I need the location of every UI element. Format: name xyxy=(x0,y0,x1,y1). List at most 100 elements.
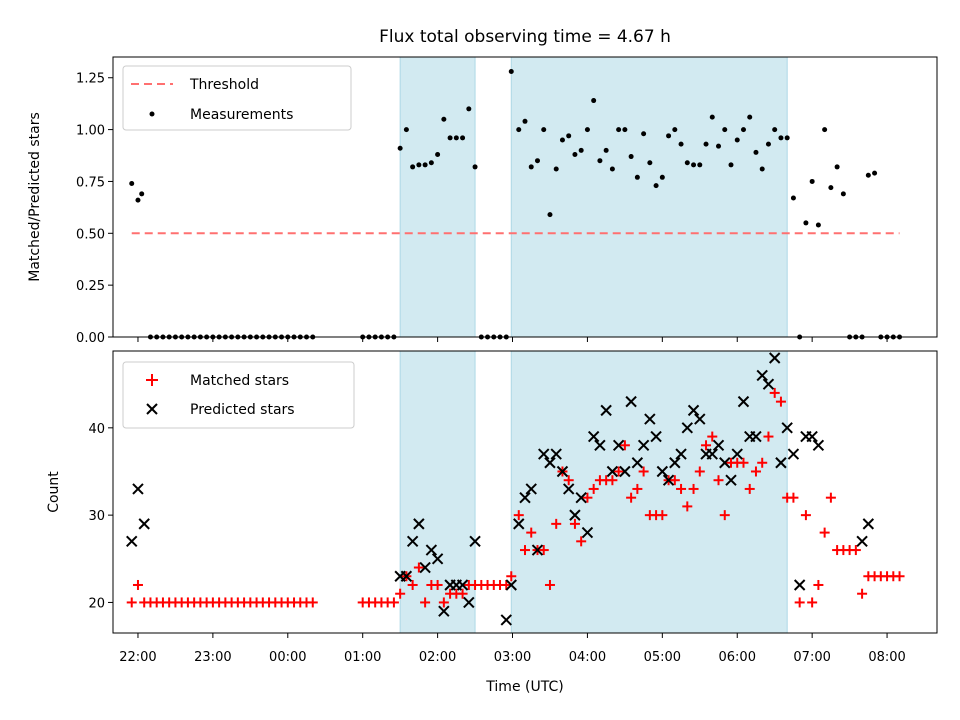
ratio-legend-box xyxy=(122,65,352,131)
measurement-point xyxy=(622,127,628,133)
matched-star-point xyxy=(688,483,699,494)
measurement-point xyxy=(747,114,753,120)
matched-star-point xyxy=(395,588,406,599)
ratio-y-axis-label: Matched/Predicted stars xyxy=(27,112,43,282)
measurement-point xyxy=(716,143,722,149)
matched-star-point xyxy=(420,597,431,608)
measurement-point xyxy=(666,133,672,139)
measurement-point xyxy=(691,162,697,168)
measurement-point xyxy=(803,220,809,226)
predicted-star-point xyxy=(731,448,743,460)
predicted-star-point xyxy=(581,526,594,539)
measurement-point xyxy=(447,135,453,141)
measurement-point xyxy=(566,133,572,139)
measurement-point xyxy=(697,162,703,168)
measurement-point xyxy=(765,141,771,147)
x-tick-label: 22:00 xyxy=(119,650,156,665)
measurement-point xyxy=(139,191,145,197)
predicted-star-point xyxy=(637,439,650,451)
measurement-point xyxy=(129,181,135,187)
measurement-point xyxy=(872,170,878,176)
measurement-point xyxy=(578,147,584,153)
matched-star-point xyxy=(126,597,137,608)
matched-star-point xyxy=(513,510,524,521)
matched-star-point xyxy=(506,571,517,582)
measurement-point xyxy=(809,178,815,184)
predicted-star-point xyxy=(519,491,531,504)
predicted-star-point xyxy=(419,561,431,574)
measurement-point xyxy=(597,158,603,164)
predicted-star-point xyxy=(569,509,581,521)
measurement-point xyxy=(759,166,765,172)
predicted-star-point xyxy=(425,544,438,556)
matched-star-point xyxy=(775,396,786,407)
measurement-point xyxy=(778,135,784,141)
predicted-star-point xyxy=(400,570,413,582)
predicted-star-point xyxy=(625,395,637,408)
matched-star-point xyxy=(626,492,637,503)
observing-window xyxy=(399,350,476,634)
predicted-star-point xyxy=(463,596,475,609)
predicted-star-point xyxy=(650,430,662,443)
x-tick-label: 07:00 xyxy=(793,650,830,665)
count-y-tick-label: 30 xyxy=(88,509,105,524)
predicted-star-point xyxy=(456,579,469,591)
matched-star-point xyxy=(613,466,624,477)
matched-star-point xyxy=(744,483,755,494)
measurement-point xyxy=(422,162,428,168)
predicted-star-point xyxy=(550,448,562,460)
measurement-point xyxy=(659,174,665,180)
measurement-point xyxy=(584,127,590,133)
predicted-star-point xyxy=(562,483,575,495)
predicted-star-point xyxy=(856,535,868,548)
x-tick-label: 23:00 xyxy=(194,650,231,665)
matched-star-point xyxy=(501,579,512,590)
measurement-point xyxy=(634,174,640,180)
matched-star-point xyxy=(813,579,824,590)
matched-star-point xyxy=(819,527,830,538)
predicted-star-point xyxy=(750,430,762,443)
matched-star-point xyxy=(701,440,712,451)
matched-star-point xyxy=(750,466,761,477)
matched-star-point xyxy=(388,597,399,608)
count-y-tick-label: 20 xyxy=(88,596,105,611)
predicted-star-point xyxy=(413,518,425,530)
measurement-point xyxy=(628,154,634,160)
matched-star-point xyxy=(669,475,680,486)
measurement-point xyxy=(609,166,615,172)
predicted-legend-swatch xyxy=(146,403,158,415)
predicted-star-point xyxy=(606,465,619,478)
matched-star-point xyxy=(713,475,724,486)
measurement-point xyxy=(435,151,441,157)
matched-star-point xyxy=(582,492,593,503)
measurement-point xyxy=(865,172,871,178)
predicted-star-point xyxy=(594,439,606,451)
measurement-point xyxy=(508,69,514,75)
matched-star-point xyxy=(632,483,643,494)
predicted-star-point xyxy=(725,474,737,486)
measurement-point xyxy=(840,191,846,197)
matched-star-point xyxy=(894,571,905,582)
matched-star-point xyxy=(132,579,143,590)
predicted-star-point xyxy=(600,404,612,417)
measurement-point xyxy=(647,160,653,166)
measurement-point xyxy=(441,116,447,122)
matched-star-point xyxy=(307,597,318,608)
predicted-star-point xyxy=(525,483,537,495)
measurement-point xyxy=(397,145,403,151)
matched-star-point xyxy=(763,431,774,442)
threshold-legend-label: Threshold xyxy=(189,77,259,93)
matched-star-point xyxy=(538,545,549,556)
matched-star-point xyxy=(457,588,468,599)
predicted-star-point xyxy=(669,457,681,469)
predicted-star-point xyxy=(438,605,450,617)
matched-star-point xyxy=(719,510,730,521)
matched-star-point xyxy=(757,457,768,468)
predicted-star-point xyxy=(706,448,718,460)
measurements-legend-label: Measurements xyxy=(190,107,293,123)
ratio-y-tick-label: 0.50 xyxy=(76,227,105,242)
measurement-point xyxy=(828,185,834,191)
measurement-point xyxy=(559,137,565,143)
ratio-panel-frame xyxy=(112,56,938,338)
observing-window xyxy=(510,56,788,338)
